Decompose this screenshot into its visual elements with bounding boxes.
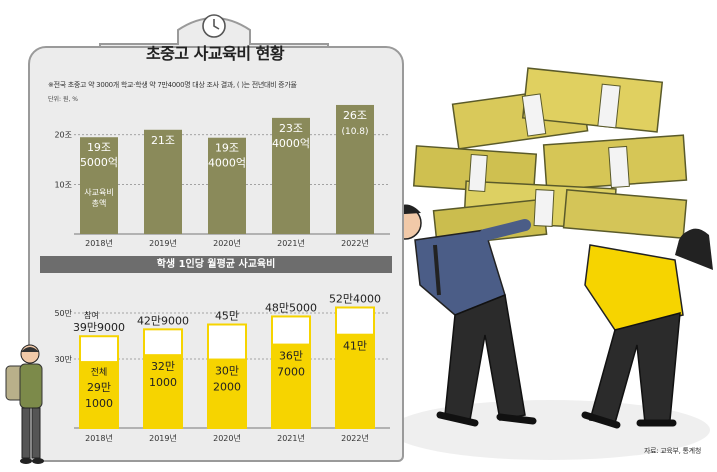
value-label-3: 4000억: [272, 137, 310, 150]
category-label-4: 2022년: [341, 433, 369, 443]
category-label-2: 2020년: [213, 433, 241, 443]
bar-overall-3: [272, 343, 310, 428]
overall-label-1: 32만: [151, 360, 175, 373]
bar-overall-1: [144, 354, 182, 428]
series-name-participating: 참여: [84, 310, 99, 320]
category-label-4: 2022년: [341, 238, 369, 248]
chart-title: 초중고 사교육비 현황: [145, 44, 285, 63]
category-label-1: 2019년: [149, 238, 177, 248]
bar-total-1: [144, 129, 182, 234]
category-label-1: 2019년: [149, 433, 177, 443]
value-label-1: 21조: [151, 134, 175, 147]
overall-label-1: 1000: [149, 376, 177, 389]
y-tick-label: 10조: [54, 180, 72, 189]
y-tick-label: 30만: [54, 355, 72, 364]
change-label: (10.8): [341, 127, 368, 137]
overall-label-3: 36만: [279, 350, 303, 363]
overall-label-2: 2000: [213, 381, 241, 394]
participating-label-0: 39만9000: [73, 321, 125, 334]
per-student-band-title: 학생 1인당 월평균 사교육비: [40, 256, 392, 273]
y-tick-label: 50만: [54, 309, 72, 318]
student-illustration: [5, 344, 44, 464]
series-label: 사교육비: [84, 188, 113, 197]
category-label-3: 2021년: [277, 238, 305, 248]
overall-label-0: 1000: [85, 397, 113, 410]
value-label-2: 4000억: [208, 157, 246, 170]
category-label-3: 2021년: [277, 433, 305, 443]
value-label-0: 19조: [87, 141, 111, 154]
participating-label-1: 42만9000: [137, 314, 189, 327]
bar-overall-0: [80, 361, 118, 428]
bar-total-2: [208, 137, 246, 234]
category-label-2: 2020년: [213, 238, 241, 248]
overall-label-0: 29만: [87, 381, 111, 394]
participating-label-4: 52만4000: [329, 292, 381, 305]
value-label-2: 19조: [215, 142, 239, 155]
category-label-0: 2018년: [85, 433, 113, 443]
value-label-3: 23조: [279, 122, 303, 135]
source-note: 자료: 교육부, 통계청: [644, 447, 701, 455]
overall-label-2: 30만: [215, 365, 239, 378]
overall-label-4: 41만: [343, 340, 367, 353]
value-label-0: 5000억: [80, 156, 118, 169]
survey-note: ※전국 초중고 약 3000개 학교·학생 약 7만4000명 대상 조사 결과…: [48, 81, 297, 89]
bar-overall-4: [336, 333, 374, 428]
value-label-4: 26조: [343, 109, 367, 122]
series-label: 총액: [92, 198, 107, 208]
bar-total-4: [336, 104, 374, 234]
bar-overall-2: [208, 358, 246, 428]
bar-total-3: [272, 117, 310, 234]
overall-label-3: 7000: [277, 366, 305, 379]
participating-label-2: 45만: [215, 310, 239, 323]
unit-label: 단위: 원, %: [48, 96, 79, 103]
participating-label-3: 48만5000: [265, 301, 317, 314]
bar-total-0: [80, 137, 118, 234]
category-label-0: 2018년: [85, 238, 113, 248]
people-carrying-money-illustration: [388, 67, 713, 460]
series-name-overall: 전체: [91, 367, 108, 378]
y-tick-label: 20조: [54, 131, 72, 140]
